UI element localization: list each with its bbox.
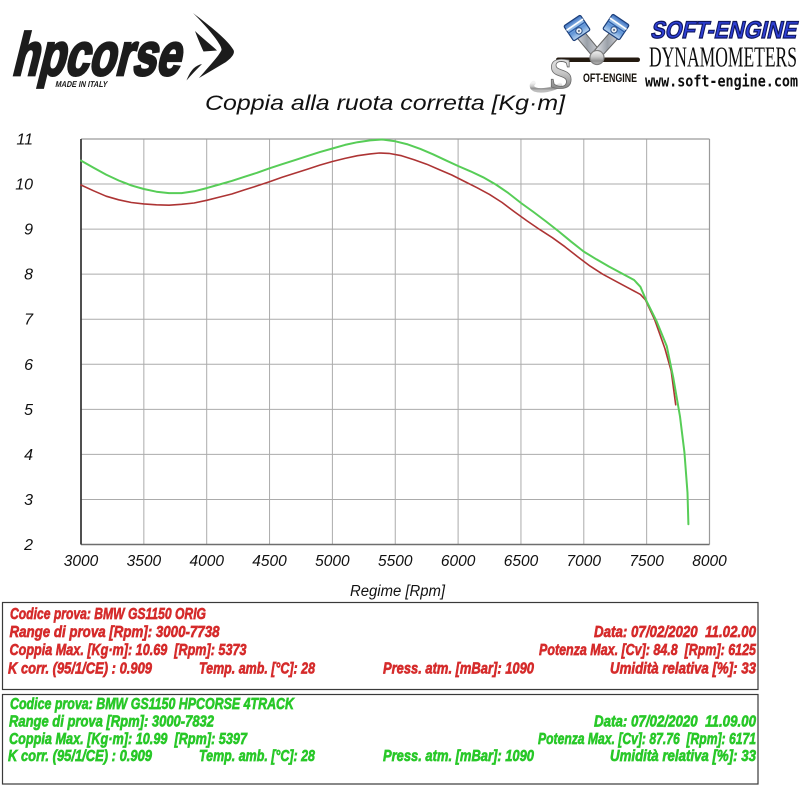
- piston-left: [563, 14, 591, 42]
- softengine-emblem: S: [529, 13, 640, 98]
- y-tick-label: 10: [15, 177, 33, 194]
- x-tick-label: 5500: [378, 553, 413, 570]
- hpcorse-logo: hpcorse MADE IN ITALY: [6, 13, 234, 89]
- torque-curve-orig: [80, 152, 677, 406]
- result-box-4track-border: [1, 693, 759, 785]
- x-tick-label: 5000: [315, 553, 350, 570]
- arrow-blade: [193, 13, 234, 78]
- 4track-range-prova: Range di prova [Rpm]: 3000-7832: [9, 714, 214, 731]
- piston-left-ring-dark: [568, 21, 586, 34]
- softengine-name: SOFT-ENGINE: [649, 17, 800, 44]
- y-tick-label: 2: [23, 537, 33, 554]
- x-tick-label: 3000: [64, 553, 99, 570]
- arrow-sliver: [186, 64, 202, 81]
- softengine-logo: S OFT-ENGINE SOFT-ENGINE DYNAMOMETERS ww…: [529, 13, 800, 98]
- emblem-s-letter: S: [549, 51, 573, 98]
- y-tick-label: 11: [16, 132, 33, 149]
- y-tick-label: 3: [24, 492, 33, 509]
- piston-left-ring-light: [566, 18, 584, 31]
- torque-curve-4track: [80, 138, 690, 526]
- x-tick-label: 7000: [567, 553, 602, 570]
- orig-range-prova: Range di prova [Rpm]: 3000-7738: [10, 624, 220, 641]
- x-tick-label: 4500: [252, 553, 287, 570]
- piston-right: [602, 13, 630, 41]
- x-axis-label: Regime [Rpm]: [350, 583, 446, 600]
- orig-codice-prova: Codice prova: BMW GS1150 ORIG: [10, 606, 206, 623]
- hpcorse-arrow-icon: [186, 13, 234, 81]
- hpcorse-logo-text: hpcorse: [8, 21, 193, 88]
- y-tick-label: 7: [24, 312, 34, 329]
- x-tick-label: 6000: [441, 553, 476, 570]
- y-tick-label: 9: [24, 222, 33, 239]
- 4track-umidita: Umidità relativa [%]: 33: [610, 748, 756, 765]
- orig-data: Data: 07/02/2020 11.02.00: [594, 624, 756, 641]
- chart-title: Coppia alla ruota corretta [Kg·m]: [205, 91, 566, 115]
- x-tick-label: 7500: [629, 553, 664, 570]
- softengine-website: www.soft-engine.com: [645, 72, 798, 91]
- 4track-codice-prova: Codice prova: BMW GS1150 HPCORSE 4TRACK: [10, 696, 295, 713]
- y-tick-label: 5: [24, 402, 33, 419]
- 4track-k-corr: K corr. (95/1/CE) : 0.909: [8, 748, 152, 765]
- 4track-data: Data: 07/02/2020 11.09.00: [594, 714, 756, 731]
- piston-left-pin-dot: [577, 29, 580, 32]
- result-box-orig-border: [1, 601, 759, 691]
- orig-coppia-max: Coppia Max. [Kg·m]: 10.69 [Rpm]: 5373: [10, 642, 247, 659]
- emblem-s-swash: [529, 80, 563, 93]
- y-tick-label: 6: [24, 357, 33, 374]
- orig-potenza-max: Potenza Max. [Cv]: 84.8 [Rpm]: 6125: [539, 642, 757, 659]
- x-tick-label: 8000: [692, 553, 727, 570]
- torque-plot: 3000 3500 4000 4500 5000 5500 6000 6500 7000 7500…: [15, 132, 727, 571]
- orig-temp-amb: Temp. amb. [°C]: 28: [199, 661, 315, 678]
- y-tick-label: 8: [24, 267, 33, 284]
- x-tick-label: 3500: [127, 553, 162, 570]
- x-tick-label: 6500: [504, 553, 539, 570]
- softengine-subtitle: DYNAMOMETERS: [649, 42, 797, 74]
- 4track-coppia-max: Coppia Max. [Kg·m]: 10.99 [Rpm]: 5397: [9, 731, 248, 748]
- 4track-potenza-max: Potenza Max. [Cv]: 87.76 [Rpm]: 6171: [538, 731, 756, 748]
- crank-ball: [589, 49, 605, 66]
- x-tick-label: 4000: [189, 553, 224, 570]
- hpcorse-tagline: MADE IN ITALY: [55, 79, 109, 89]
- orig-press-atm: Press. atm. [mBar]: 1090: [383, 661, 534, 678]
- y-tick-label: 4: [24, 447, 33, 464]
- orig-k-corr: K corr. (95/1/CE) : 0.909: [8, 661, 152, 678]
- piston-right-ring-dark: [607, 20, 625, 33]
- orig-umidita: Umidità relativa [%]: 33: [610, 661, 756, 678]
- 4track-temp-amb: Temp. amb. [°C]: 28: [199, 748, 315, 765]
- piston-right-ring-light: [609, 17, 627, 30]
- piston-right-pin-dot: [613, 28, 616, 31]
- result-box-orig: Codice prova: BMW GS1150 ORIG Range di p…: [1, 601, 759, 691]
- arrow-head: [195, 31, 217, 52]
- softengine-emblem-text: OFT-ENGINE: [583, 73, 637, 85]
- 4track-press-atm: Press. atm. [mBar]: 1090: [383, 748, 534, 765]
- result-box-4track: Codice prova: BMW GS1150 HPCORSE 4TRACK …: [1, 693, 759, 785]
